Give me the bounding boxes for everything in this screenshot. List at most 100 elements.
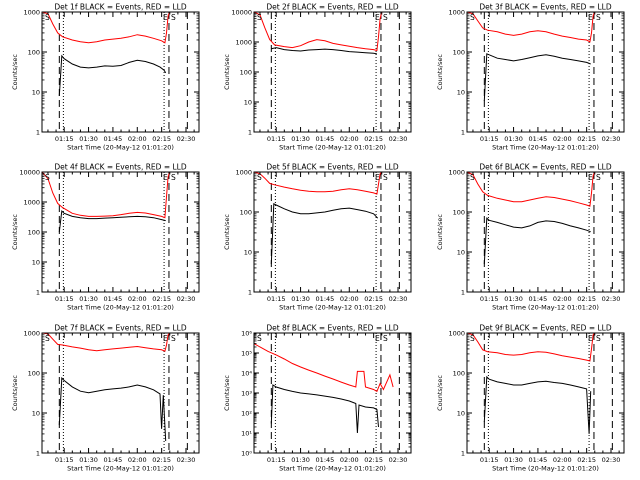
corner-label: S [171,334,176,343]
corner-label: E [588,334,593,343]
x-axis-label: Start Time (20-May-12 01:01:20) [492,465,599,473]
y-tick-label: 1000 [448,8,465,16]
x-tick-label: 01:45 [104,456,123,464]
x-tick-label: 02:30 [389,456,408,464]
y-tick-label: 1 [36,128,40,136]
y-tick-label: 1000 [23,8,40,16]
y-tick-label: 1000 [23,329,40,337]
x-tick-label: 01:45 [529,135,548,143]
corner-label: S [470,334,475,343]
corner-label: S [45,13,50,22]
x-tick-label: 02:30 [177,456,196,464]
corner-label: S [171,173,176,182]
y-tick-label: 1 [248,128,252,136]
x-tick-label: 02:15 [152,295,171,303]
corner-label: E [163,334,168,343]
series-line-events [483,53,591,101]
x-tick-label: 01:30 [79,295,98,303]
y-tick-label: 10 [32,258,40,266]
corner-label: S [171,13,176,22]
corner-label: E [163,173,168,182]
x-tick-label: 01:15 [55,135,74,143]
y-tick-label: 100 [28,48,40,56]
panel-det-6: Det 6f BLACK = Events, RED = LLD 1 10 100 10… [436,163,625,312]
y-tick-label: 10 [244,248,252,256]
x-tick-label: 01:45 [316,295,335,303]
y-tick-label: 100 [453,208,465,216]
x-tick-label: 02:30 [389,135,408,143]
corner-label: S [257,173,262,182]
y-tick-label: 100 [28,369,40,377]
y-tick-label: 1 [461,288,465,296]
x-tick-label: 02:00 [128,456,147,464]
corner-label: S [383,334,388,343]
panel-title: Det 7f BLACK = Events, RED = LLD [54,324,187,333]
x-tick-label: 01:15 [267,135,286,143]
plot-frame [41,171,200,293]
y-tick-label: 100 [453,48,465,56]
panel-det-8: Det 8f BLACK = Events, RED = LLD 10⁰ 10¹ 10… [223,324,412,473]
x-tick-label: 02:15 [364,135,383,143]
x-tick-label: 02:30 [602,295,621,303]
x-tick-label: 01:15 [267,456,286,464]
y-axis-label: Counts/sec [223,375,231,411]
y-tick-label: 10⁵ [241,349,252,357]
corner-label: S [383,173,388,182]
series-line-events [483,375,592,434]
corner-label: E [375,334,380,343]
panel-det-2: Det 2f BLACK = Events, RED = LLD 1 10 100 10… [223,3,412,152]
x-tick-label: 02:15 [364,456,383,464]
panel-det-1: Det 1f BLACK = Events, RED = LLD 1 10 100 10… [11,3,200,152]
y-axis-label: Counts/sec [436,54,444,90]
x-tick-label: 01:45 [104,135,123,143]
y-tick-label: 1000 [235,168,252,176]
x-tick-label: 01:30 [79,456,98,464]
x-tick-label: 01:15 [480,456,499,464]
y-tick-label: 1000 [23,198,40,206]
x-tick-label: 01:45 [316,456,335,464]
series-line-events [270,384,379,434]
panel-title: Det 5f BLACK = Events, RED = LLD [266,163,399,172]
y-tick-label: 10 [457,88,465,96]
y-tick-label: 1000 [448,329,465,337]
y-tick-label: 1 [36,288,40,296]
y-axis-label: Counts/sec [11,214,19,250]
x-axis-label: Start Time (20-May-12 01:01:20) [67,465,174,473]
x-tick-label: 01:15 [480,135,499,143]
x-tick-label: 02:30 [177,295,196,303]
series-line-lld [254,343,394,393]
corner-label: S [596,13,601,22]
y-tick-label: 10 [457,409,465,417]
x-tick-label: 02:15 [152,456,171,464]
x-tick-label: 02:00 [128,135,147,143]
y-tick-label: 1 [36,449,40,457]
y-tick-label: 1 [248,288,252,296]
series-line-lld [467,172,596,207]
x-tick-label: 01:30 [79,135,98,143]
y-tick-label: 10⁶ [241,329,252,337]
plot-frame [41,11,200,133]
y-tick-label: 10 [32,88,40,96]
x-tick-label: 01:30 [291,456,310,464]
y-tick-label: 1 [461,128,465,136]
x-tick-label: 01:15 [55,456,74,464]
series-line-lld [42,12,171,44]
x-tick-label: 01:45 [316,135,335,143]
y-tick-label: 100 [240,68,252,76]
panel-title: Det 4f BLACK = Events, RED = LLD [54,163,187,172]
panel-det-3: Det 3f BLACK = Events, RED = LLD 1 10 100 10… [436,3,625,152]
x-tick-label: 01:30 [504,295,523,303]
y-tick-label: 10 [32,409,40,417]
y-tick-label: 1 [461,449,465,457]
plot-frame [466,171,625,293]
x-tick-label: 01:30 [504,456,523,464]
x-tick-label: 01:45 [529,295,548,303]
panel-title: Det 3f BLACK = Events, RED = LLD [479,3,612,12]
x-axis-label: Start Time (20-May-12 01:01:20) [279,304,386,312]
y-tick-label: 10¹ [241,429,252,437]
x-tick-label: 02:00 [553,135,572,143]
x-tick-label: 01:30 [291,295,310,303]
panel-title: Det 9f BLACK = Events, RED = LLD [479,324,612,333]
x-tick-label: 02:30 [602,135,621,143]
corner-label: S [257,13,262,22]
